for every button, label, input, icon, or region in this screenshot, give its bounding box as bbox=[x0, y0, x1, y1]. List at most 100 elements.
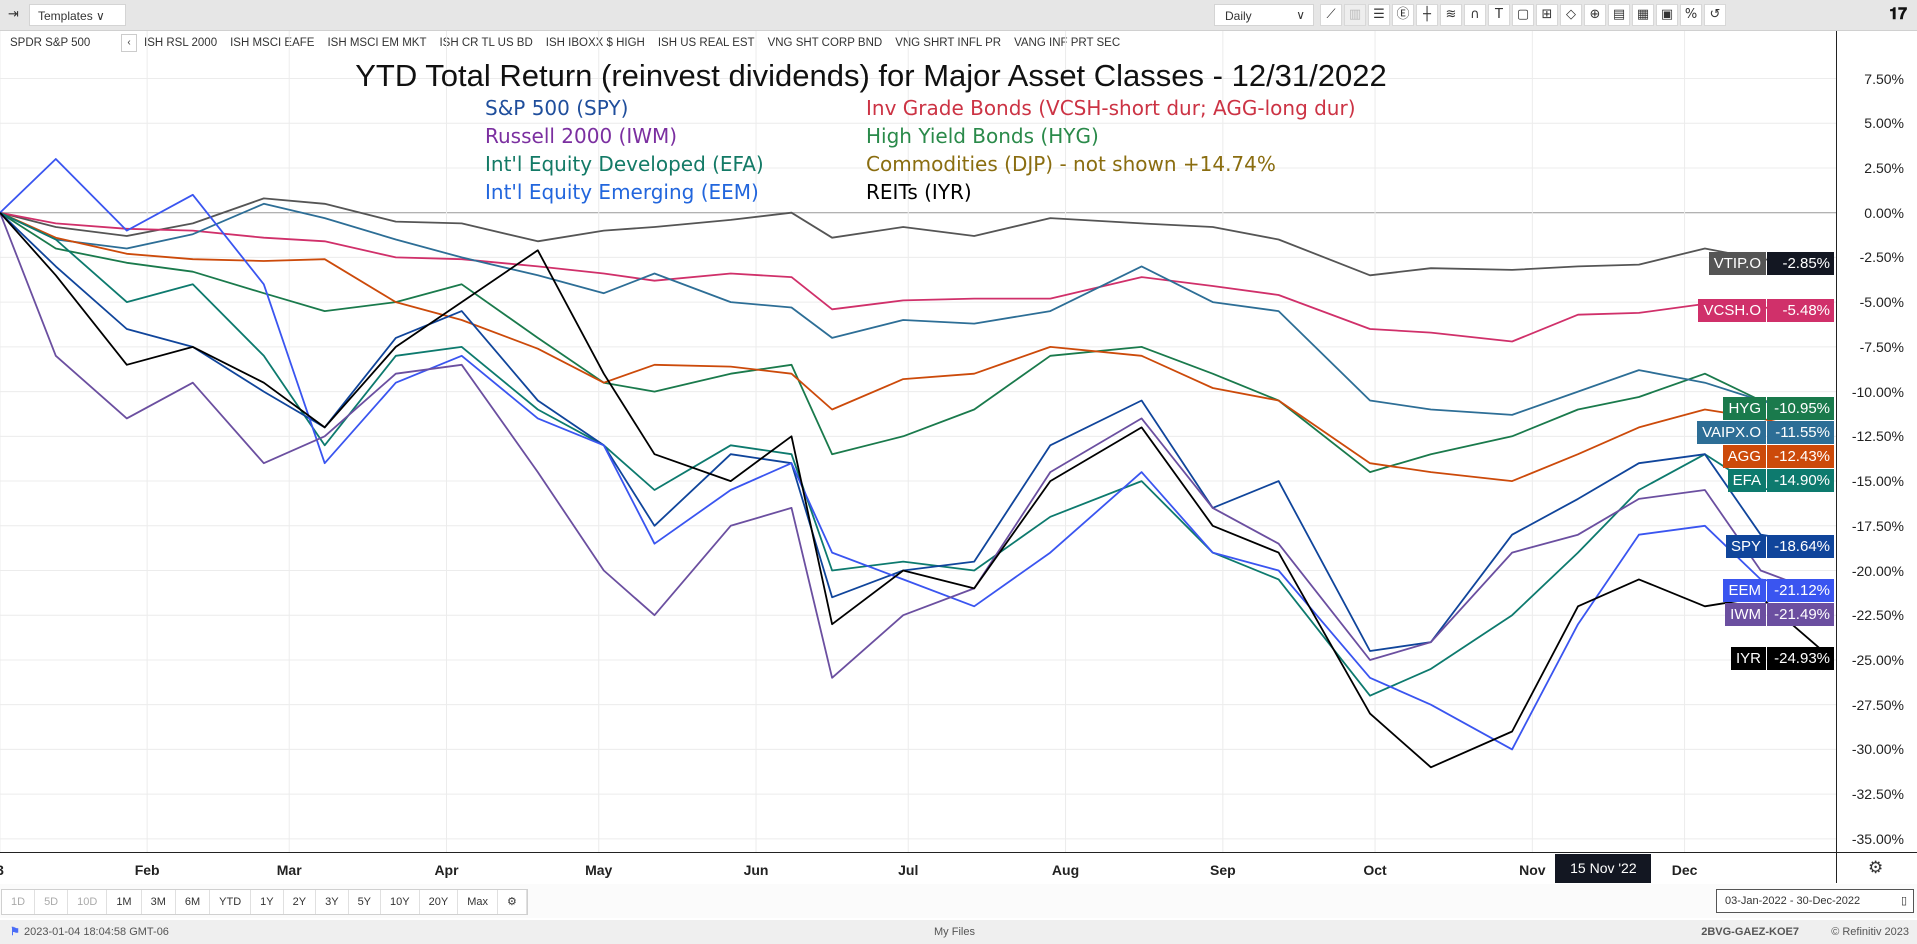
y-tick-label: -12.50% bbox=[1851, 428, 1904, 445]
y-tick-label: -10.00% bbox=[1851, 383, 1904, 400]
x-axis[interactable]: 15 Nov '22 ⚙ 3 Feb Mar Apr May Jun Jul Aug Sep Oc… bbox=[0, 852, 1917, 883]
series-label: -10.95% HYG bbox=[0, 397, 1834, 421]
x-tick-label: Jun bbox=[743, 862, 769, 878]
instrument-tab[interactable]: VANG INF PRT SEC bbox=[1014, 37, 1121, 49]
magnet-icon[interactable]: ∩ bbox=[1464, 4, 1486, 26]
range-button-1d: 1D bbox=[2, 890, 36, 914]
series-line-vcsho[interactable] bbox=[0, 211, 1832, 343]
event-icon[interactable]: Ⓔ bbox=[1392, 4, 1414, 26]
date-range-text: 03-Jan-2022 - 30-Dec-2022 bbox=[1725, 895, 1861, 907]
instrument-tab[interactable]: ISH MSCI EAFE bbox=[230, 37, 315, 49]
session-id: 2BVG-GAEZ-KOE7 bbox=[1701, 926, 1799, 938]
bar-chart-icon[interactable]: ▥ bbox=[1344, 4, 1366, 26]
x-tick-label: Sep bbox=[1209, 862, 1236, 878]
copyright: © Refinitiv 2023 bbox=[1831, 926, 1909, 938]
compare-icon[interactable]: % bbox=[1680, 4, 1702, 26]
panel-toggle-icon[interactable]: ⇥ bbox=[8, 7, 19, 22]
range-button-1m[interactable]: 1M bbox=[107, 890, 142, 914]
instrument-tab[interactable]: ISH RSL 2000 bbox=[144, 37, 218, 49]
series-value-tag: -21.12% bbox=[1767, 579, 1834, 603]
series-value-tag: -14.90% bbox=[1767, 469, 1834, 493]
series-label: -11.55% VAIPX.O bbox=[0, 421, 1834, 445]
y-tick-label: -2.50% bbox=[1859, 249, 1904, 266]
y-axis-line bbox=[1836, 31, 1837, 883]
y-tick-label: -15.00% bbox=[1851, 473, 1904, 490]
y-tick-label: 5.00% bbox=[1864, 115, 1904, 132]
series-value-tag: -12.43% bbox=[1767, 445, 1834, 469]
range-button-10d: 10D bbox=[68, 890, 108, 914]
zoom-icon[interactable]: ⊕ bbox=[1584, 4, 1606, 26]
text-icon[interactable]: T bbox=[1488, 4, 1510, 26]
instrument-tab[interactable]: VNG SHRT INFL PR bbox=[895, 37, 1002, 49]
chart-settings-gear-icon[interactable]: ⚙ bbox=[1868, 858, 1884, 878]
undo-icon[interactable]: ↺ bbox=[1704, 4, 1726, 26]
instrument-tab[interactable]: ISH MSCI EM MKT bbox=[327, 37, 427, 49]
series-value-tag: -10.95% bbox=[1767, 397, 1834, 421]
range-button-max[interactable]: Max bbox=[458, 890, 498, 914]
range-button-2y[interactable]: 2Y bbox=[284, 890, 317, 914]
range-button-ytd[interactable]: YTD bbox=[210, 890, 252, 914]
range-button-20y[interactable]: 20Y bbox=[420, 890, 459, 914]
print-icon[interactable]: ▣ bbox=[1656, 4, 1678, 26]
table-icon[interactable]: ▦ bbox=[1632, 4, 1654, 26]
chart-title: YTD Total Return (reinvest dividends) fo… bbox=[355, 58, 1387, 93]
y-tick-label: -35.00% bbox=[1851, 830, 1904, 847]
export-icon[interactable]: ▤ bbox=[1608, 4, 1630, 26]
chart-plot[interactable] bbox=[0, 31, 1836, 852]
instrument-tab[interactable]: ISH CR TL US BD bbox=[439, 37, 533, 49]
range-button-6m[interactable]: 6M bbox=[176, 890, 211, 914]
instrument-tab[interactable]: ISH US REAL EST bbox=[657, 37, 755, 49]
series-label: -5.48% VCSH.O bbox=[0, 299, 1834, 323]
series-line-spy[interactable] bbox=[0, 212, 1832, 652]
series-line-agg[interactable] bbox=[0, 211, 1832, 483]
x-tick-label: 3 bbox=[0, 862, 4, 878]
legend-entry: S&P 500 (SPY) bbox=[485, 96, 629, 120]
chevron-down-icon: ∨ bbox=[1296, 8, 1305, 22]
range-button-5d: 5D bbox=[35, 890, 69, 914]
my-files-link[interactable]: My Files bbox=[934, 926, 975, 938]
series-label: -2.85% VTIP.O bbox=[0, 252, 1834, 276]
series-name-tag: VCSH.O bbox=[1698, 299, 1766, 323]
y-tick-label: 2.50% bbox=[1864, 159, 1904, 176]
legend-entry: Commodities (DJP) - not shown +14.74% bbox=[866, 152, 1276, 176]
tradingview-logo: 𝟏𝟕 bbox=[1889, 4, 1907, 23]
series-line-iwm[interactable] bbox=[0, 212, 1833, 679]
series-name-tag: EFA bbox=[1727, 469, 1766, 493]
instrument-tab[interactable]: ISH IBOXX $ HIGH bbox=[545, 37, 645, 49]
series-line-vaipxo[interactable] bbox=[0, 202, 1832, 421]
y-tick-label: -27.50% bbox=[1851, 696, 1904, 713]
fibonacci-icon[interactable]: ⊞ bbox=[1536, 4, 1558, 26]
range-button-3m[interactable]: 3M bbox=[142, 890, 176, 914]
shape-icon[interactable]: ◇ bbox=[1560, 4, 1582, 26]
x-tick-label: Apr bbox=[434, 862, 459, 878]
crosshair-date-label: 15 Nov '22 bbox=[1555, 854, 1652, 883]
studies-icon[interactable]: ≋ bbox=[1440, 4, 1462, 26]
series-line-hyg[interactable] bbox=[0, 211, 1832, 474]
series-name-tag: IWM bbox=[1725, 603, 1766, 627]
series-line-iyr[interactable] bbox=[0, 212, 1833, 769]
rectangle-icon[interactable]: ▢ bbox=[1512, 4, 1534, 26]
series-line-vtipo[interactable] bbox=[0, 197, 1832, 277]
top-toolbar: ⇥ Templates ∨ Daily ∨ ⟋ ▥ ☰ Ⓔ ┼ ≋ ∩ T ▢ ⊞ ◇ ⊕ ▤ ▦ ▣% ↺ 𝟏… bbox=[0, 0, 1917, 31]
line-chart-icon[interactable]: ⟋ bbox=[1320, 4, 1342, 26]
instrument-tab[interactable]: VNG SHT CORP BND bbox=[767, 37, 883, 49]
series-value-tag: -21.49% bbox=[1767, 603, 1834, 627]
range-settings-icon[interactable]: ⚙ bbox=[498, 890, 527, 914]
interval-dropdown[interactable]: Daily ∨ bbox=[1214, 4, 1314, 26]
y-tick-label: -30.00% bbox=[1851, 741, 1904, 758]
date-range-picker[interactable]: 03-Jan-2022 - 30-Dec-2022 ▯ bbox=[1716, 889, 1914, 913]
tab-main-instrument[interactable]: SPDR S&P 500 bbox=[10, 37, 91, 49]
x-tick-label: Feb bbox=[134, 862, 160, 878]
series-line-eem[interactable] bbox=[0, 158, 1832, 751]
instrument-tab-list: ISH RSL 2000 ISH MSCI EAFE ISH MSCI EM MKT… bbox=[144, 37, 1120, 49]
range-button-10y[interactable]: 10Y bbox=[381, 890, 420, 914]
layout-icon[interactable]: ☰ bbox=[1368, 4, 1390, 26]
tabs-scroll-left-button[interactable]: ‹ bbox=[121, 34, 137, 52]
range-button-5y[interactable]: 5Y bbox=[349, 890, 382, 914]
crosshair-icon[interactable]: ┼ bbox=[1416, 4, 1438, 26]
toolbar-icons: ⟋ ▥ ☰ Ⓔ ┼ ≋ ∩ T ▢ ⊞ ◇ ⊕ ▤ ▦ ▣% ↺ bbox=[1320, 4, 1726, 26]
range-button-3y[interactable]: 3Y bbox=[316, 890, 349, 914]
timestamp: 2023-01-04 18:04:58 GMT-06 bbox=[24, 926, 169, 938]
range-button-1y[interactable]: 1Y bbox=[251, 890, 284, 914]
templates-dropdown[interactable]: Templates ∨ bbox=[29, 4, 126, 26]
